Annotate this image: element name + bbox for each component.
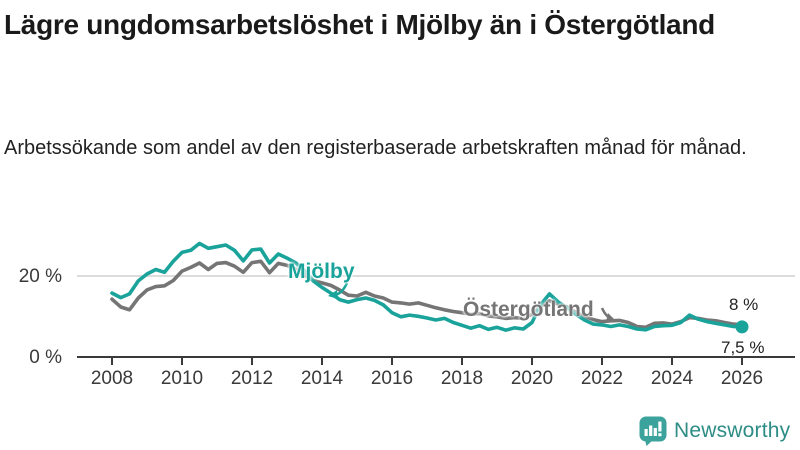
x-axis-tick [391, 358, 393, 365]
newsworthy-logo: Newsworthy [639, 416, 790, 446]
ostergotland-line [110, 259, 744, 330]
x-axis-tick [671, 358, 673, 365]
newsworthy-logo-text: Newsworthy [674, 419, 791, 442]
gridline-20pct [77, 275, 795, 277]
x-axis-tick [461, 358, 463, 365]
mjolby-line [110, 241, 744, 333]
x-axis-label-2022: 2022 [580, 368, 624, 389]
chart-title: Lägre ungdomsarbetslöshet i Mjölby än i … [4, 9, 715, 40]
x-axis-label-2018: 2018 [440, 368, 484, 389]
x-axis-label-2016: 2016 [370, 368, 414, 389]
ostergotland-arrow-icon [600, 307, 613, 321]
x-axis-label-2010: 2010 [160, 368, 204, 389]
x-axis-tick [741, 358, 743, 365]
x-axis-line [77, 356, 795, 358]
mjolby-end-dot [735, 320, 749, 334]
chart-subtitle: Arbetssökande som andel av den registerb… [4, 137, 747, 159]
x-axis-label-2012: 2012 [230, 368, 274, 389]
x-axis-tick [531, 358, 533, 365]
ostergotland-arrowhead-icon [606, 313, 616, 322]
x-axis-tick [601, 358, 603, 365]
ostergotland-series-label: Östergötland [463, 298, 594, 321]
ostergotland-end-value: 8 % [729, 295, 759, 314]
mjolby-end-value: 7,5 % [721, 338, 765, 357]
y-axis-label-20: 20 % [18, 266, 62, 287]
y-axis-label-0: 0 % [29, 347, 62, 368]
x-axis-tick [321, 358, 323, 365]
x-axis-label-2014: 2014 [300, 368, 344, 389]
x-axis-label-2020: 2020 [510, 368, 554, 389]
x-axis-label-2024: 2024 [650, 368, 694, 389]
mjolby-series-label: Mjölby [288, 260, 355, 283]
mjolby-arrowhead-icon [328, 290, 338, 299]
mjolby-arrow-icon [331, 282, 349, 297]
x-axis-tick [111, 358, 113, 365]
x-axis-tick [251, 358, 253, 365]
x-axis-label-2026: 2026 [720, 368, 764, 389]
x-axis-tick [181, 358, 183, 365]
x-axis-label-2008: 2008 [90, 368, 134, 389]
newsworthy-logo-icon [639, 416, 667, 446]
